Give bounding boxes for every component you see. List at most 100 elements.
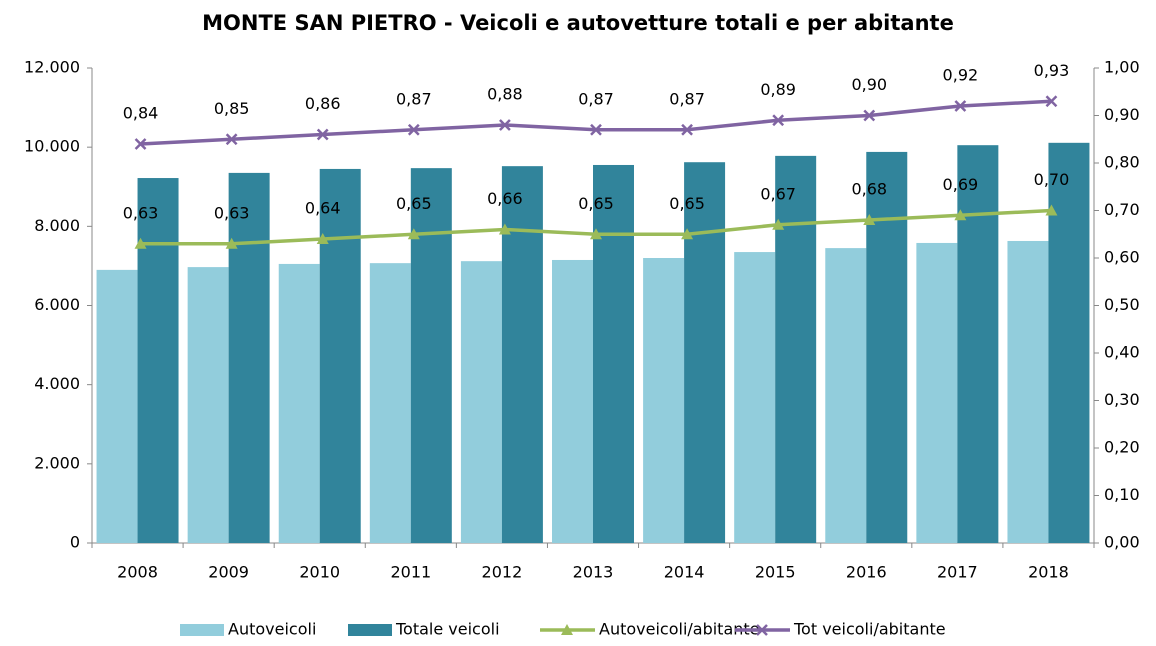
x-tick-label: 2011 <box>390 563 431 582</box>
data-label: 0,87 <box>669 89 705 108</box>
data-label: 0,87 <box>396 89 432 108</box>
legend-marker <box>756 624 768 636</box>
data-label: 0,92 <box>943 66 979 85</box>
bar <box>552 259 593 543</box>
y2-tick-label: 0,00 <box>1104 533 1140 552</box>
data-label: 0,70 <box>1034 170 1070 189</box>
legend-swatch <box>348 624 392 636</box>
bar <box>916 242 958 544</box>
y2-tick-label: 0,60 <box>1104 248 1140 267</box>
y2-tick-label: 0,10 <box>1104 485 1140 504</box>
bar <box>734 252 776 543</box>
bar <box>228 172 270 544</box>
data-label: 0,89 <box>760 80 796 99</box>
marker <box>863 109 876 122</box>
marker <box>863 214 876 225</box>
bar <box>957 145 999 543</box>
data-label: 0,68 <box>851 180 887 199</box>
bar <box>684 162 726 544</box>
bar <box>1048 142 1090 543</box>
bar <box>593 164 634 543</box>
data-label: 0,66 <box>487 189 523 208</box>
data-label: 0,85 <box>214 99 250 118</box>
bar <box>775 155 817 543</box>
legend-label: Autoveicoli <box>228 620 316 639</box>
data-label: 0,64 <box>305 199 341 218</box>
marker <box>316 233 329 244</box>
x-tick-label: 2010 <box>299 563 340 582</box>
data-label: 0,65 <box>669 194 705 213</box>
x-tick-label: 2018 <box>1028 563 1069 582</box>
marker <box>134 237 147 249</box>
data-label: 0,84 <box>123 104 159 123</box>
data-label: 0,90 <box>851 75 887 94</box>
marker <box>407 123 420 136</box>
chart-title: MONTE SAN PIETRO - Veicoli e autovetture… <box>202 11 954 35</box>
y2-tick-label: 0,50 <box>1104 295 1140 314</box>
marker <box>225 237 238 249</box>
marker <box>772 114 785 127</box>
marker <box>681 123 693 136</box>
y2-tick-label: 0,80 <box>1104 153 1140 172</box>
data-label: 0,65 <box>578 194 614 213</box>
bar <box>319 168 361 543</box>
y2-tick-label: 1,00 <box>1104 58 1140 77</box>
bar <box>1007 240 1049 543</box>
y2-tick-label: 0,90 <box>1104 105 1140 124</box>
data-label: 0,63 <box>123 203 159 222</box>
marker <box>1045 204 1058 216</box>
y2-tick-label: 0,30 <box>1104 390 1140 409</box>
data-label: 0,88 <box>487 85 523 104</box>
data-label: 0,65 <box>396 194 432 213</box>
y2-tick-label: 0,20 <box>1104 438 1140 457</box>
legend-marker <box>561 624 573 635</box>
marker <box>407 228 420 240</box>
bar <box>187 267 229 543</box>
marker <box>954 100 967 112</box>
y2-tick-label: 0,40 <box>1104 343 1140 362</box>
bar <box>460 261 502 543</box>
bar <box>369 263 411 543</box>
data-label: 0,93 <box>1034 61 1070 80</box>
marker <box>954 209 967 221</box>
marker <box>590 228 602 240</box>
x-tick-label: 2017 <box>937 563 978 582</box>
marker <box>590 123 602 136</box>
marker <box>498 223 511 235</box>
y2-tick-label: 0,70 <box>1104 200 1140 219</box>
y-tick-label: 4.000 <box>34 374 80 393</box>
y-tick-label: 12.000 <box>24 58 80 77</box>
data-label: 0,69 <box>943 175 979 194</box>
legend-label: Totale veicoli <box>395 620 500 639</box>
data-label: 0,67 <box>760 184 796 203</box>
y-tick-label: 6.000 <box>34 295 80 314</box>
x-tick-label: 2015 <box>755 563 796 582</box>
x-tick-label: 2012 <box>482 563 523 582</box>
marker <box>225 133 238 146</box>
bar <box>501 166 543 543</box>
legend-label: Tot veicoli/abitante <box>793 620 946 639</box>
data-label: 0,86 <box>305 94 341 113</box>
x-tick-label: 2016 <box>846 563 887 582</box>
data-label: 0,63 <box>214 203 250 222</box>
marker <box>499 119 511 131</box>
y-tick-label: 8.000 <box>34 216 80 235</box>
x-tick-label: 2014 <box>664 563 705 582</box>
bar <box>137 178 179 543</box>
marker <box>681 228 694 240</box>
x-tick-label: 2013 <box>573 563 614 582</box>
bar <box>825 248 867 543</box>
bar <box>643 258 685 543</box>
bar <box>278 263 320 543</box>
bar <box>410 168 452 544</box>
y-tick-label: 2.000 <box>34 453 80 472</box>
x-tick-label: 2009 <box>208 563 249 582</box>
y-tick-label: 10.000 <box>24 137 80 156</box>
marker <box>772 218 785 230</box>
marker <box>1045 95 1058 108</box>
y-tick-label: 0 <box>70 533 80 552</box>
data-label: 0,87 <box>578 89 614 108</box>
marker <box>134 138 147 150</box>
legend-swatch <box>180 624 224 636</box>
